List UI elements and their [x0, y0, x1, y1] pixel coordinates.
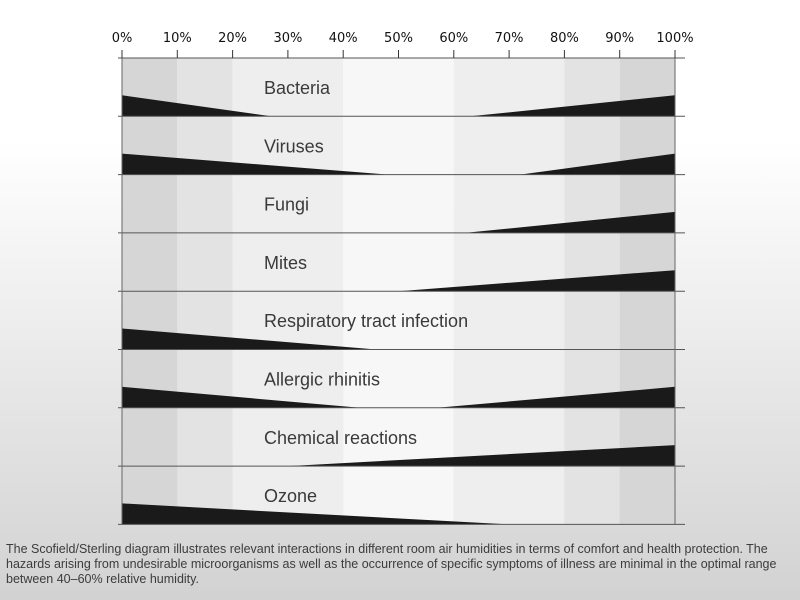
risk-wedge-2	[122, 153, 675, 175]
row-label-3: Fungi	[264, 195, 309, 215]
x-tick-label-60: 60%	[439, 31, 468, 46]
row-label-2: Viruses	[264, 136, 324, 156]
risk-wedge-4	[122, 270, 675, 292]
row-label-8: Ozone	[264, 486, 317, 506]
x-tick-label-90: 90%	[605, 31, 634, 46]
x-tick-label-30: 30%	[273, 31, 302, 46]
risk-wedge-5	[122, 328, 675, 350]
x-tick-label-50: 50%	[384, 31, 413, 46]
risk-wedge-7	[122, 445, 675, 467]
x-tick-label-0: 0%	[112, 31, 133, 46]
row-label-4: Mites	[264, 253, 307, 273]
chart-caption: The Scofield/Sterling diagram illustrate…	[6, 542, 777, 586]
row-label-5: Respiratory tract infection	[264, 311, 468, 331]
row-label-6: Allergic rhinitis	[264, 370, 380, 390]
scofield-sterling-chart: Bacteria Viruses Fungi Mites Respiratory tra…	[112, 31, 694, 525]
x-tick-label-80: 80%	[550, 31, 579, 46]
x-tick-label-100: 100%	[656, 31, 693, 46]
risk-wedge-1	[122, 95, 675, 117]
row-label-1: Bacteria	[264, 78, 331, 98]
x-tick-label-70: 70%	[495, 31, 524, 46]
risk-wedge-3	[122, 211, 675, 233]
x-tick-label-20: 20%	[218, 31, 247, 46]
x-tick-label-40: 40%	[329, 31, 358, 46]
risk-wedge-8	[122, 503, 675, 525]
risk-wedge-6	[122, 386, 675, 408]
x-tick-label-10: 10%	[163, 31, 192, 46]
row-label-7: Chemical reactions	[264, 428, 417, 448]
